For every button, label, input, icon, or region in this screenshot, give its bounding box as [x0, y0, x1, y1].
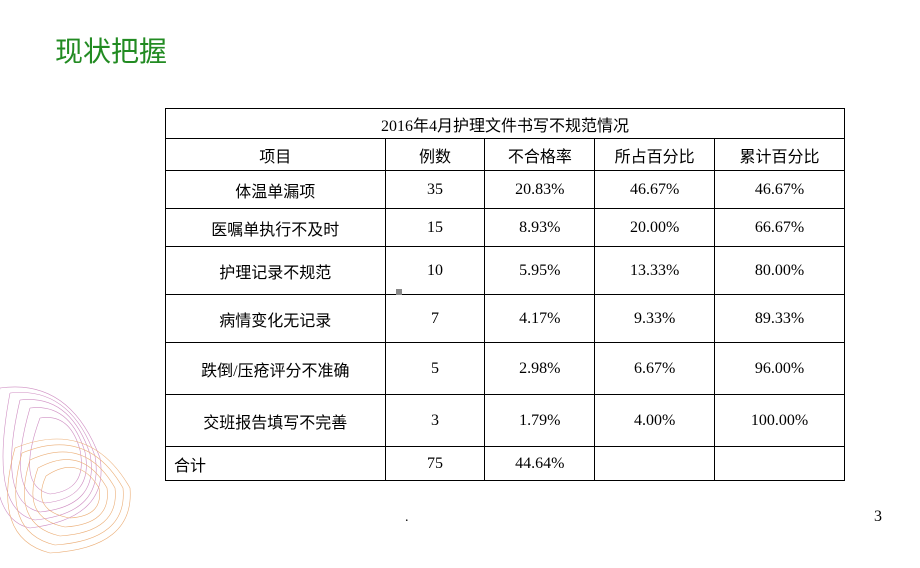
cell-cum: 46.67%	[715, 171, 845, 209]
cell-rate: 5.95%	[485, 247, 595, 295]
cell-pct: 46.67%	[595, 171, 715, 209]
cell-count: 35	[385, 171, 485, 209]
sum-pct	[595, 447, 715, 481]
table-caption-row: 2016年4月护理文件书写不规范情况	[166, 109, 845, 139]
sum-count: 75	[385, 447, 485, 481]
cell-cum: 100.00%	[715, 395, 845, 447]
header-item: 项目	[166, 139, 386, 171]
table-header-row: 项目 例数 不合格率 所占百分比 累计百分比	[166, 139, 845, 171]
table-row: 体温单漏项3520.83%46.67%46.67%	[166, 171, 845, 209]
header-pct: 所占百分比	[595, 139, 715, 171]
cell-item: 跌倒/压疮评分不准确	[166, 343, 386, 395]
table-row: 医嘱单执行不及时158.93%20.00%66.67%	[166, 209, 845, 247]
table-caption: 2016年4月护理文件书写不规范情况	[166, 109, 845, 139]
cell-rate: 1.79%	[485, 395, 595, 447]
cell-cum: 96.00%	[715, 343, 845, 395]
table-sum-row: 合计 75 44.64%	[166, 447, 845, 481]
decorative-wireframe-icon	[0, 348, 180, 568]
cell-count: 15	[385, 209, 485, 247]
center-dot-mark: .	[405, 510, 409, 526]
sum-item: 合计	[166, 447, 386, 481]
header-count: 例数	[385, 139, 485, 171]
cell-count: 3	[385, 395, 485, 447]
bullet-marker	[396, 289, 402, 295]
cell-pct: 13.33%	[595, 247, 715, 295]
data-table: 2016年4月护理文件书写不规范情况 项目 例数 不合格率 所占百分比 累计百分…	[165, 108, 845, 481]
table-row: 跌倒/压疮评分不准确52.98%6.67%96.00%	[166, 343, 845, 395]
cell-cum: 89.33%	[715, 295, 845, 343]
cell-cum: 66.67%	[715, 209, 845, 247]
cell-item: 体温单漏项	[166, 171, 386, 209]
sum-rate: 44.64%	[485, 447, 595, 481]
table-row: 护理记录不规范105.95%13.33%80.00%	[166, 247, 845, 295]
cell-item: 医嘱单执行不及时	[166, 209, 386, 247]
slide-title: 现状把握	[55, 30, 167, 70]
cell-item: 病情变化无记录	[166, 295, 386, 343]
cell-rate: 2.98%	[485, 343, 595, 395]
cell-rate: 20.83%	[485, 171, 595, 209]
cell-item: 护理记录不规范	[166, 247, 386, 295]
cell-item: 交班报告填写不完善	[166, 395, 386, 447]
cell-rate: 8.93%	[485, 209, 595, 247]
table-row: 交班报告填写不完善31.79%4.00%100.00%	[166, 395, 845, 447]
cell-rate: 4.17%	[485, 295, 595, 343]
cell-pct: 4.00%	[595, 395, 715, 447]
cell-count: 7	[385, 295, 485, 343]
cell-count: 5	[385, 343, 485, 395]
cell-pct: 6.67%	[595, 343, 715, 395]
header-cum: 累计百分比	[715, 139, 845, 171]
header-rate: 不合格率	[485, 139, 595, 171]
page-number: 3	[874, 508, 882, 526]
data-table-container: 2016年4月护理文件书写不规范情况 项目 例数 不合格率 所占百分比 累计百分…	[165, 108, 845, 481]
table-row: 病情变化无记录74.17%9.33%89.33%	[166, 295, 845, 343]
sum-cum	[715, 447, 845, 481]
cell-cum: 80.00%	[715, 247, 845, 295]
cell-count: 10	[385, 247, 485, 295]
cell-pct: 20.00%	[595, 209, 715, 247]
cell-pct: 9.33%	[595, 295, 715, 343]
